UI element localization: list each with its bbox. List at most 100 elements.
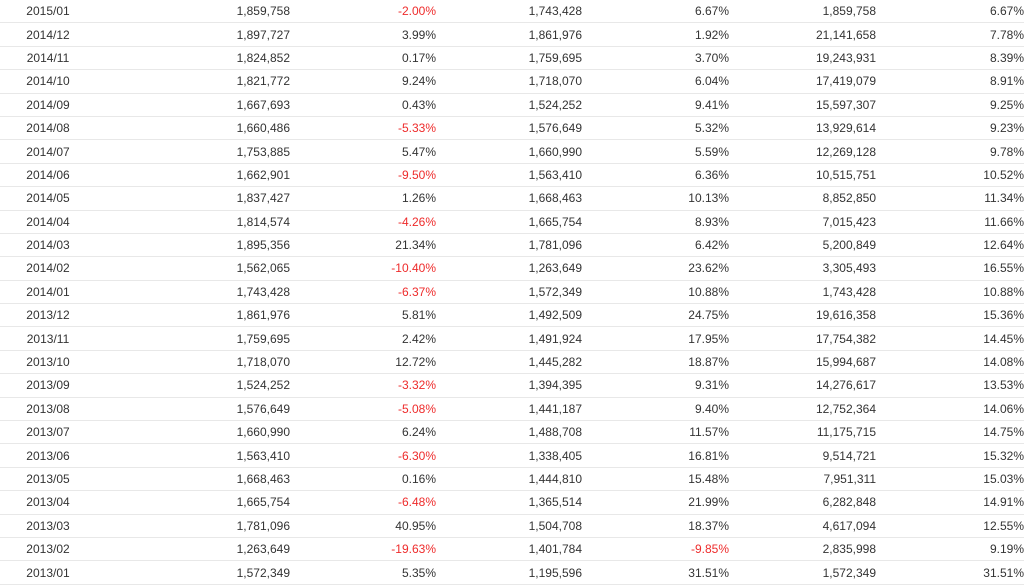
cumulative-value-cell: 13,929,614 [729,116,876,141]
mom-change-cell: -6.37% [290,280,436,305]
cumulative-yoy-cell: 6.67% [876,0,1024,24]
cumulative-yoy-cell: 11.34% [876,186,1024,211]
yoy-change-cell: 5.59% [582,139,729,164]
prior-year-value-cell: 1,668,463 [436,186,582,211]
yoy-change-cell: 10.13% [582,186,729,211]
table-row: 2013/01 1,572,349 5.35% 1,195,596 31.51% 1,57… [0,560,1024,585]
yoy-change-cell: 16.81% [582,443,729,468]
cumulative-value-cell: 3,305,493 [729,256,876,281]
yoy-change-cell: 9.40% [582,397,729,422]
prior-year-value-cell: 1,572,349 [436,280,582,305]
table-row: 2014/11 1,824,852 0.17% 1,759,695 3.70% 19,24… [0,46,1024,71]
cumulative-value-cell: 15,597,307 [729,93,876,117]
table-row: 2015/01 1,859,758 -2.00% 1,743,428 6.67% 1,85… [0,0,1024,24]
prior-year-value-cell: 1,263,649 [436,256,582,281]
cumulative-yoy-cell: 7.78% [876,22,1024,47]
yoy-change-cell: 6.67% [582,0,729,24]
cumulative-value-cell: 1,572,349 [729,560,876,585]
prior-year-value-cell: 1,488,708 [436,420,582,445]
cumulative-yoy-cell: 8.91% [876,69,1024,94]
mom-change-cell: 9.24% [290,69,436,94]
value-cell: 1,665,754 [96,490,290,515]
cumulative-yoy-cell: 8.39% [876,46,1024,71]
month-cell: 2014/06 [0,163,96,188]
value-cell: 1,743,428 [96,280,290,305]
cumulative-yoy-cell: 9.78% [876,139,1024,164]
mom-change-cell: 40.95% [290,514,436,538]
yoy-change-cell: 3.70% [582,46,729,71]
prior-year-value-cell: 1,576,649 [436,116,582,141]
prior-year-value-cell: 1,861,976 [436,22,582,47]
yoy-change-cell: 5.32% [582,116,729,141]
prior-year-value-cell: 1,394,395 [436,373,582,398]
yoy-change-cell: 6.36% [582,163,729,188]
value-cell: 1,824,852 [96,46,290,71]
cumulative-value-cell: 17,419,079 [729,69,876,94]
cumulative-value-cell: 15,994,687 [729,350,876,375]
cumulative-value-cell: 4,617,094 [729,514,876,538]
mom-change-cell: -5.08% [290,397,436,422]
table-row: 2014/03 1,895,356 21.34% 1,781,096 6.42% 5,20… [0,233,1024,258]
cumulative-value-cell: 7,951,311 [729,467,876,492]
prior-year-value-cell: 1,660,990 [436,139,582,164]
yoy-change-cell: 9.41% [582,93,729,117]
yoy-change-cell: 9.31% [582,373,729,398]
mom-change-cell: 5.35% [290,560,436,585]
month-cell: 2013/04 [0,490,96,515]
cumulative-yoy-cell: 14.08% [876,350,1024,375]
yoy-change-cell: 10.88% [582,280,729,305]
prior-year-value-cell: 1,718,070 [436,69,582,94]
yoy-change-cell: 6.42% [582,233,729,258]
value-cell: 1,660,990 [96,420,290,445]
cumulative-yoy-cell: 31.51% [876,560,1024,585]
table-row: 2013/11 1,759,695 2.42% 1,491,924 17.95% 17,7… [0,326,1024,351]
cumulative-value-cell: 10,515,751 [729,163,876,188]
cumulative-value-cell: 1,859,758 [729,0,876,24]
value-cell: 1,572,349 [96,560,290,585]
value-cell: 1,662,901 [96,163,290,188]
mom-change-cell: 5.47% [290,139,436,164]
cumulative-yoy-cell: 16.55% [876,256,1024,281]
value-cell: 1,562,065 [96,256,290,281]
prior-year-value-cell: 1,338,405 [436,443,582,468]
month-cell: 2013/02 [0,537,96,562]
yoy-change-cell: 15.48% [582,467,729,492]
mom-change-cell: -5.33% [290,116,436,141]
mom-change-cell: 2.42% [290,326,436,351]
month-cell: 2014/07 [0,139,96,164]
cumulative-value-cell: 14,276,617 [729,373,876,398]
month-cell: 2014/05 [0,186,96,211]
mom-change-cell: 1.26% [290,186,436,211]
cumulative-value-cell: 7,015,423 [729,210,876,234]
cumulative-value-cell: 5,200,849 [729,233,876,258]
value-cell: 1,263,649 [96,537,290,562]
yoy-change-cell: 6.04% [582,69,729,94]
prior-year-value-cell: 1,195,596 [436,560,582,585]
cumulative-value-cell: 17,754,382 [729,326,876,351]
value-cell: 1,718,070 [96,350,290,375]
cumulative-value-cell: 12,269,128 [729,139,876,164]
prior-year-value-cell: 1,524,252 [436,93,582,117]
value-cell: 1,895,356 [96,233,290,258]
month-cell: 2014/01 [0,280,96,305]
month-cell: 2014/12 [0,22,96,47]
prior-year-value-cell: 1,504,708 [436,514,582,538]
prior-year-value-cell: 1,441,187 [436,397,582,422]
month-cell: 2013/06 [0,443,96,468]
month-cell: 2013/10 [0,350,96,375]
month-cell: 2014/08 [0,116,96,141]
cumulative-value-cell: 1,743,428 [729,280,876,305]
cumulative-yoy-cell: 12.55% [876,514,1024,538]
yoy-change-cell: 18.87% [582,350,729,375]
table-row: 2013/08 1,576,649 -5.08% 1,441,187 9.40% 12,7… [0,397,1024,422]
prior-year-value-cell: 1,491,924 [436,326,582,351]
table-row: 2013/07 1,660,990 6.24% 1,488,708 11.57% 11,1… [0,420,1024,445]
value-cell: 1,821,772 [96,69,290,94]
cumulative-yoy-cell: 14.06% [876,397,1024,422]
mom-change-cell: -6.48% [290,490,436,515]
cumulative-yoy-cell: 10.88% [876,280,1024,305]
table-row: 2014/10 1,821,772 9.24% 1,718,070 6.04% 17,41… [0,69,1024,94]
yoy-change-cell: 24.75% [582,303,729,328]
yoy-change-cell: 18.37% [582,514,729,538]
